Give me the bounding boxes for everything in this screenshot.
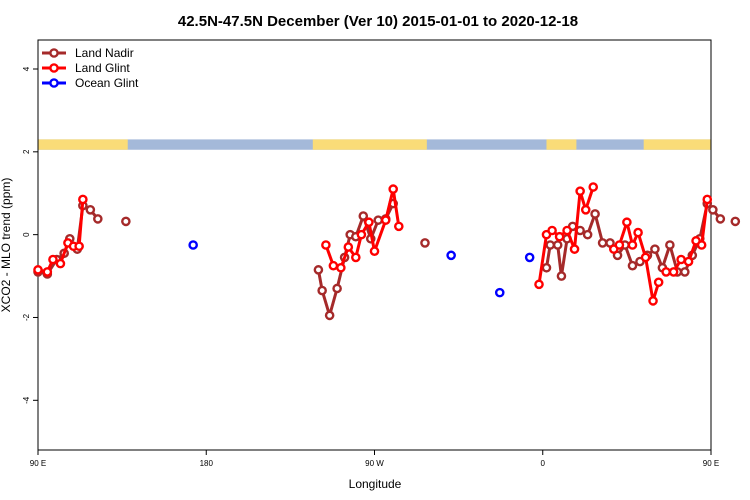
land-strip-segment: [546, 139, 577, 150]
series-land-glint: [33, 182, 713, 306]
y-tick-label: -4: [22, 396, 31, 404]
x-axis: 90 E 180 90 W 0 90 E: [30, 450, 719, 468]
x-tick-label: 0: [541, 459, 546, 468]
x-axis-label: Longitude: [349, 477, 402, 491]
land-glint-point: [42, 267, 53, 277]
land-nadir-point: [730, 216, 741, 227]
legend-marker-land-glint: [49, 63, 59, 73]
land-nadir-point: [556, 271, 567, 281]
land-glint-point: [696, 240, 707, 250]
land-glint-point: [351, 252, 361, 263]
land-glint-point: [569, 244, 580, 254]
legend-label-land-glint: Land Glint: [75, 61, 130, 75]
land-glint-point: [343, 242, 354, 252]
legend-marker-ocean-glint: [49, 78, 59, 88]
land-nadir-point: [627, 260, 638, 271]
land-glint-point: [534, 279, 544, 290]
land-glint-point: [380, 215, 391, 225]
land-nadir-point: [541, 262, 552, 273]
land-glint-point: [554, 231, 565, 242]
land-glint-point: [394, 221, 404, 232]
land-nadir-point: [85, 204, 96, 215]
land-glint-point: [648, 296, 658, 306]
land-glint-point: [364, 217, 374, 228]
land-nadir-point: [650, 244, 660, 254]
legend-label-land-nadir: Land Nadir: [75, 46, 134, 60]
land-glint-point: [575, 186, 585, 196]
y-axis-label: XCO2 - MLO trend (ppm): [0, 178, 13, 313]
land-glint-point: [74, 241, 84, 252]
land-glint-point: [668, 267, 679, 277]
legend-label-ocean-glint: Ocean Glint: [75, 76, 139, 90]
land-nadir-point: [93, 214, 103, 224]
land-nadir-point: [715, 214, 726, 224]
x-tick-label: 90 E: [30, 459, 46, 468]
land-glint-point: [562, 225, 572, 236]
land-glint-point: [633, 227, 643, 238]
land-glint-point: [653, 277, 664, 288]
land-glint-point: [369, 246, 380, 257]
land-glint-point: [676, 254, 686, 265]
land-glint-point: [640, 252, 651, 263]
land-nadir-point: [332, 283, 342, 294]
land-glint-point: [627, 240, 638, 250]
land-nadir-point: [590, 209, 600, 219]
land-glint-point: [78, 194, 88, 205]
x-tick-label: 90 E: [703, 459, 719, 468]
land-nadir-point: [552, 240, 563, 250]
ocean-glint-point: [494, 287, 505, 298]
land-glint-point: [356, 229, 367, 240]
land-nadir-point: [358, 211, 369, 221]
land-ocean-strip: [38, 139, 711, 150]
land-glint-point: [547, 225, 557, 236]
land-glint-point: [580, 204, 591, 215]
land-nadir-point: [317, 285, 327, 296]
land-nadir-point: [597, 238, 608, 248]
y-axis: -4 -2 0 2 4: [22, 66, 38, 404]
land-nadir-point: [665, 240, 675, 250]
land-nadir-point: [680, 267, 690, 277]
land-nadir-point: [545, 240, 556, 250]
land-nadir-point: [313, 265, 324, 275]
land-glint-point: [614, 240, 625, 250]
chart-title: 42.5N-47.5N December (Ver 10) 2015-01-01…: [178, 13, 578, 30]
land-glint-point: [328, 260, 339, 271]
land-nadir-point: [324, 310, 335, 321]
land-nadir-point: [121, 216, 131, 227]
land-glint-point: [622, 217, 632, 228]
x-tick-label: 180: [200, 459, 214, 468]
land-glint-point: [683, 256, 694, 267]
land-strip-segment: [312, 139, 427, 150]
land-glint-point: [33, 265, 43, 275]
ocean-glint-point: [188, 240, 198, 250]
ocean-glint-point: [524, 252, 535, 263]
land-glint-point: [48, 254, 58, 265]
series-ocean-glint: [188, 240, 535, 298]
y-tick-label: 2: [22, 149, 31, 154]
legend-marker-land-nadir: [49, 48, 59, 58]
ocean-glint-point: [446, 250, 456, 261]
land-nadir-point: [420, 238, 430, 248]
land-glint-point: [388, 184, 398, 194]
land-nadir-point: [582, 229, 593, 240]
land-nadir-point: [373, 215, 384, 225]
land-glint-point: [702, 194, 713, 205]
land-glint-line: [324, 187, 401, 270]
x-tick-label: 90 W: [365, 459, 384, 468]
land-strip-segment: [38, 139, 128, 150]
y-tick-label: 0: [22, 232, 31, 237]
land-glint-point: [588, 182, 599, 192]
land-strip-segment: [643, 139, 711, 150]
y-tick-label: 4: [22, 66, 31, 71]
land-glint-point: [336, 262, 346, 273]
land-glint-point: [321, 240, 331, 250]
land-nadir-point: [708, 204, 718, 215]
land-glint-point: [661, 267, 671, 277]
series-group: [33, 182, 741, 321]
y-tick-label: -2: [22, 313, 31, 321]
land-glint-point: [55, 258, 66, 269]
